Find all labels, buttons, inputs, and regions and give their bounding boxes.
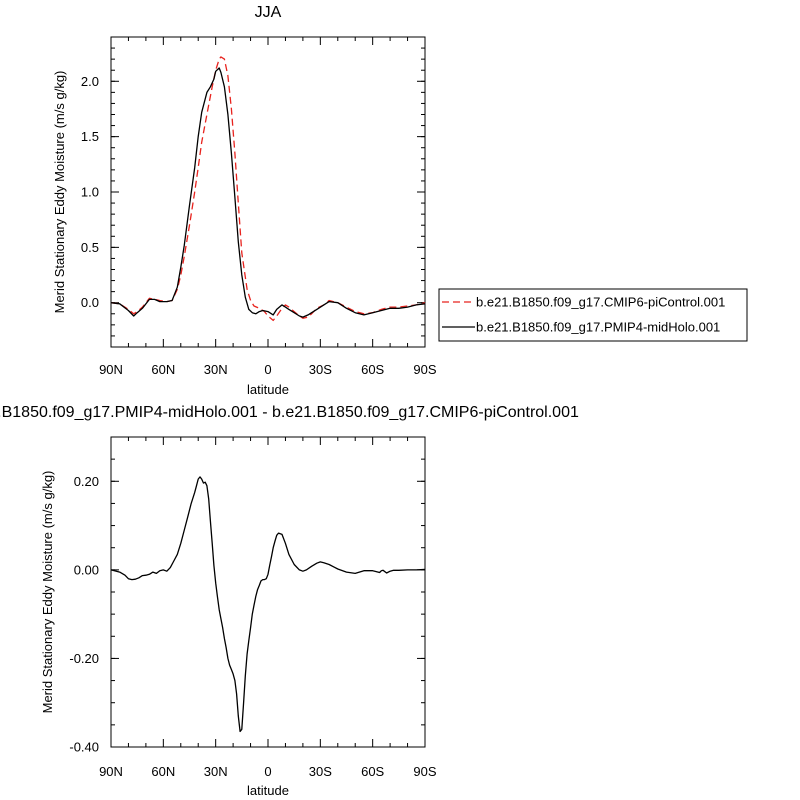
series-line-0 <box>110 56 426 322</box>
x-tick-label: 30N <box>204 362 228 377</box>
top-panel: JJA 90N 60N 30N 0 30S 60S 90S 0.0 0.5 1.0 1.5 2.0 lat… <box>52 4 748 397</box>
y-tick-label: 0.20 <box>74 474 99 489</box>
x-tick-label: 0 <box>264 764 271 779</box>
y-tick-label: -0.40 <box>69 740 99 755</box>
x-tick-label: 60S <box>361 362 384 377</box>
x-axis-label: latitude <box>247 382 289 397</box>
chart-title: JJA <box>255 4 282 21</box>
x-tick-label: 90S <box>413 764 436 779</box>
y-tick-label: 1.5 <box>81 129 99 144</box>
y-axis-label: Merid Stationary Eddy Moisture (m/s g/kg… <box>40 471 55 714</box>
plot-frame <box>110 436 426 748</box>
x-tick-label: 60S <box>361 764 384 779</box>
legend-box <box>438 288 748 342</box>
x-tick-label: 60N <box>151 362 175 377</box>
y-tick-label: 0.5 <box>81 240 99 255</box>
y-tick-label: -0.20 <box>69 651 99 666</box>
y-tick-label: 0.0 <box>81 295 99 310</box>
y-tick-label: 1.0 <box>81 185 99 200</box>
x-tick-label: 30S <box>309 764 332 779</box>
bottom-panel: b.e21.B1850.f09_g17.PMIP4-midHolo.001 - … <box>0 404 579 798</box>
series-line-0 <box>110 476 426 733</box>
y-axis-label: Merid Stationary Eddy Moisture (m/s g/kg… <box>52 71 67 314</box>
x-tick-label: 0 <box>264 362 271 377</box>
legend-entry-0: b.e21.B1850.f09_g17.CMIP6-piControl.001 <box>476 295 725 310</box>
x-tick-label: 60N <box>151 764 175 779</box>
x-tick-label: 30S <box>309 362 332 377</box>
y-tick-label: 0.00 <box>74 562 99 577</box>
legend: b.e21.B1850.f09_g17.CMIP6-piControl.001b… <box>438 288 748 342</box>
x-axis-label: latitude <box>247 783 289 798</box>
x-tick-label: 90S <box>413 362 436 377</box>
x-tick-label: 90N <box>99 362 123 377</box>
x-tick-label: 30N <box>204 764 228 779</box>
chart-title: b.e21.B1850.f09_g17.PMIP4-midHolo.001 - … <box>0 404 579 421</box>
y-tick-label: 2.0 <box>81 74 99 89</box>
legend-entry-1: b.e21.B1850.f09_g17.PMIP4-midHolo.001 <box>476 320 720 335</box>
x-tick-label: 90N <box>99 764 123 779</box>
series-line-1 <box>110 67 426 318</box>
